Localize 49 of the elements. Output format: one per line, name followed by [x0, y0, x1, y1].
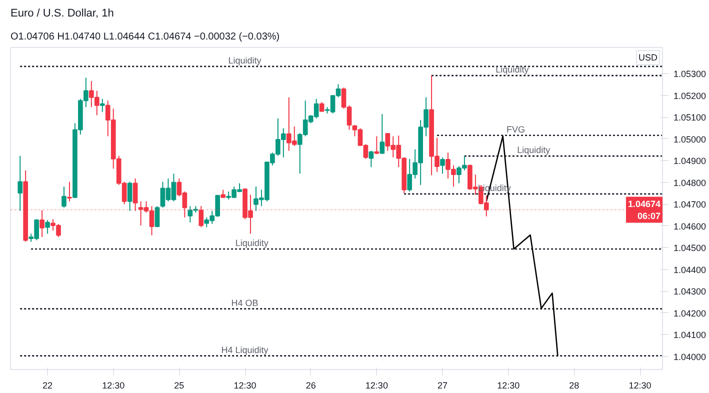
- x-tick-label: 22: [42, 380, 53, 390]
- y-tick-label: 1.05000: [674, 134, 706, 144]
- series-label: Liquidity: [235, 238, 269, 248]
- chart-title: Euro / U.S. Dollar, 1h: [10, 8, 114, 20]
- y-tick-label: 1.04400: [674, 264, 706, 275]
- y-tick-label: 1.04800: [674, 178, 706, 188]
- series-label: Liquidity: [496, 64, 530, 75]
- candlestick: [18, 155, 23, 212]
- candlestick: [380, 114, 385, 155]
- series-label: Liquidity: [228, 55, 262, 66]
- candlestick: [368, 150, 374, 168]
- y-tick-label: 1.04500: [674, 243, 706, 254]
- y-tick-label: 1.04900: [674, 156, 706, 166]
- candlestick: [67, 181, 72, 202]
- y-tick-label: 1.04100: [674, 330, 706, 340]
- series-label: FVG: [506, 124, 526, 134]
- candlestick: [62, 186, 66, 208]
- x-tick-label: 28: [569, 380, 580, 390]
- x-tick-label: 27: [438, 380, 448, 390]
- y-tick-label: 1.04200: [674, 308, 706, 318]
- candlestick: [100, 98, 105, 112]
- x-tick-label: 12:30: [497, 380, 520, 390]
- x-tick-label: 26: [306, 380, 316, 390]
- chart-subtitle: O1.04706 H1.04740 L1.04644 C1.04674 −0.00032 (−0.03%): [10, 32, 280, 42]
- series-label: H4 OB: [231, 298, 258, 308]
- y-tick-label: 1.05200: [674, 90, 706, 101]
- x-tick-label: 12:30: [365, 380, 388, 390]
- series-label: Liquidity: [517, 145, 551, 156]
- x-tick-label: 12:30: [234, 380, 256, 390]
- y-tick-label: 1.04300: [674, 286, 706, 297]
- candlestick: [440, 156, 445, 174]
- x-tick-label: 12:30: [102, 380, 125, 390]
- y-tick-label: 1.04000: [674, 352, 706, 362]
- x-tick-label: 12:30: [628, 380, 652, 390]
- y-tick-label: 1.04700: [674, 200, 706, 210]
- candlestick: [45, 220, 50, 234]
- candlestick: [127, 181, 132, 212]
- y-tick-label: 1.04600: [674, 221, 706, 232]
- x-tick-label: 25: [174, 380, 184, 390]
- series-label: H4 Liquidity: [221, 344, 269, 355]
- ref-line-label: 1.04674 06:07: [628, 198, 661, 221]
- y-axis-title: USD: [638, 52, 658, 62]
- candlestick: [198, 206, 204, 228]
- y-tick-label: 1.05300: [674, 69, 706, 80]
- candlestick: [40, 210, 44, 238]
- candlestick: [132, 178, 138, 212]
- candlestick: [154, 206, 160, 228]
- y-tick-label: 1.05100: [674, 112, 706, 123]
- candlestick: [319, 102, 324, 112]
